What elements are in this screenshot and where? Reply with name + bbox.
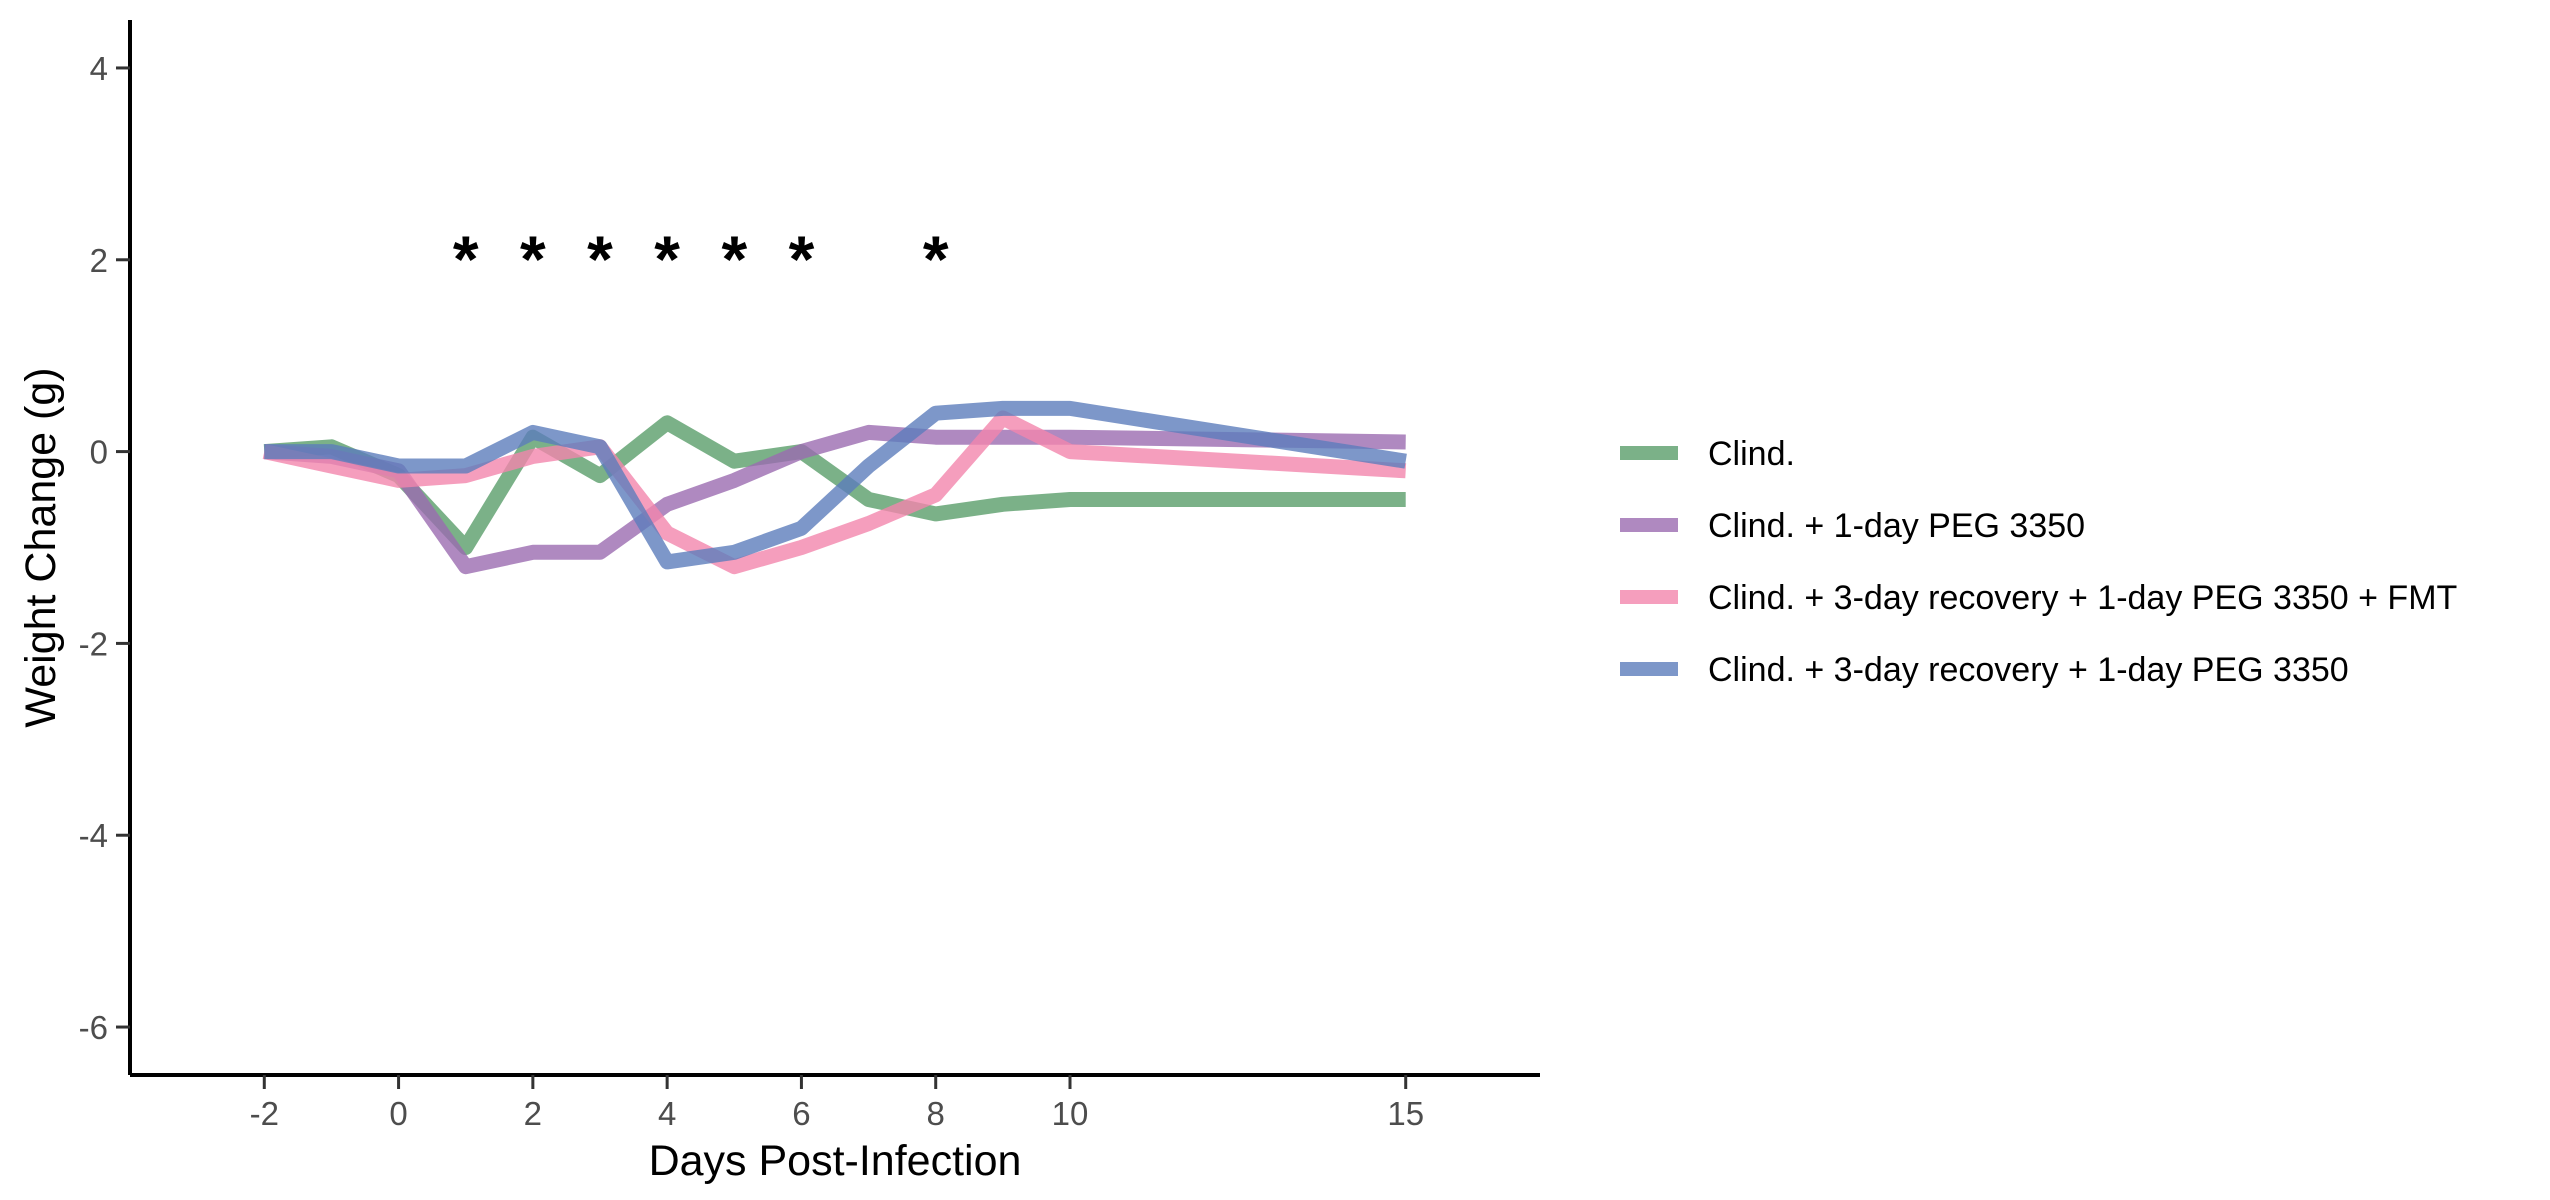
y-axis-title: Weight Change (g) xyxy=(17,367,65,727)
significance-asterisk: * xyxy=(654,222,680,296)
significance-asterisk: * xyxy=(923,222,949,296)
x-tick-label: 10 xyxy=(1052,1095,1089,1132)
legend-item: Clind. + 1-day PEG 3350 xyxy=(1620,507,2085,545)
x-axis-title: Days Post-Infection xyxy=(649,1137,1022,1185)
legend-label: Clind. + 3-day recovery + 1-day PEG 3350 xyxy=(1708,651,2349,689)
y-tick-label: 4 xyxy=(90,50,108,87)
y-tick-label: -6 xyxy=(79,1009,108,1046)
y-ticks: 4 2 0 -2 -4 -6 xyxy=(79,50,130,1046)
x-tick-label: 8 xyxy=(927,1095,945,1132)
y-tick-label: -4 xyxy=(79,817,108,854)
axes-layer: -2 0 2 4 6 8 10 15 4 2 0 -2 -4 -6 xyxy=(79,20,1540,1132)
significance-asterisk: * xyxy=(587,222,613,296)
x-tick-label: -2 xyxy=(250,1095,279,1132)
y-tick-label: -2 xyxy=(79,625,108,662)
x-ticks: -2 0 2 4 6 8 10 15 xyxy=(250,1075,1424,1132)
significance-asterisk: * xyxy=(789,222,815,296)
legend-item: Clind. + 3-day recovery + 1-day PEG 3350… xyxy=(1620,579,2457,617)
series-layer xyxy=(262,400,1407,575)
legend-label: Clind. + 3-day recovery + 1-day PEG 3350… xyxy=(1708,579,2457,617)
x-tick-label: 6 xyxy=(792,1095,810,1132)
x-tick-label: 15 xyxy=(1387,1095,1424,1132)
x-tick-label: 2 xyxy=(524,1095,542,1132)
significance-asterisk: * xyxy=(721,222,747,296)
y-tick-label: 2 xyxy=(90,242,108,279)
legend-label: Clind. xyxy=(1708,435,1795,473)
legend-item: Clind. xyxy=(1620,435,1795,473)
series-line-4 xyxy=(264,400,1407,570)
significance-asterisk: * xyxy=(520,222,546,296)
significance-asterisk: * xyxy=(453,222,479,296)
x-tick-label: 0 xyxy=(389,1095,407,1132)
legend-item: Clind. + 3-day recovery + 1-day PEG 3350 xyxy=(1620,651,2349,689)
x-tick-label: 4 xyxy=(658,1095,676,1132)
annotation-layer: * * * * * * * xyxy=(453,222,949,296)
legend: Clind. Clind. + 1-day PEG 3350 Clind. + 3-… xyxy=(1620,435,2457,689)
y-tick-label: 0 xyxy=(90,434,108,471)
legend-label: Clind. + 1-day PEG 3350 xyxy=(1708,507,2085,545)
